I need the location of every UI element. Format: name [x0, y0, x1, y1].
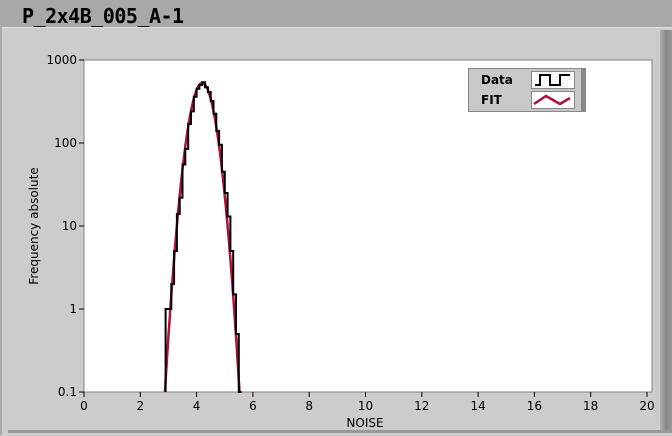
y-tick-label: 0.1 [58, 385, 77, 399]
legend[interactable]: Data FIT [468, 68, 586, 112]
legend-label-fit: FIT [481, 93, 502, 107]
data-series-step [164, 81, 242, 393]
panel-border [0, 27, 2, 435]
legend-swatch-fit [531, 91, 575, 109]
y-tick-label: 1000 [46, 53, 77, 67]
y-axis-label: Frequency absolute [27, 167, 41, 284]
y-tick-label: 10 [62, 219, 77, 233]
x-tick-label: 18 [583, 399, 598, 413]
x-tick-label: 2 [136, 399, 144, 413]
x-tick-label: 12 [414, 399, 429, 413]
legend-swatch-data [531, 71, 575, 89]
x-tick-label: 4 [193, 399, 201, 413]
panel-border [8, 430, 672, 433]
y-tick-label: 100 [54, 136, 77, 150]
legend-label-data: Data [481, 73, 513, 87]
y-tick-label: 1 [69, 302, 77, 316]
x-tick-label: 6 [249, 399, 257, 413]
x-tick-label: 0 [80, 399, 88, 413]
x-tick-label: 16 [527, 399, 542, 413]
plot-area [83, 59, 653, 393]
panel-scrollbar[interactable] [660, 30, 672, 430]
x-tick-label: 20 [639, 399, 654, 413]
x-tick-label: 8 [305, 399, 313, 413]
x-tick-label: 14 [470, 399, 485, 413]
x-tick-label: 10 [358, 399, 373, 413]
x-axis-label: NOISE [346, 416, 383, 430]
chart-title: P_2x4B_005_A-1 [22, 4, 184, 28]
